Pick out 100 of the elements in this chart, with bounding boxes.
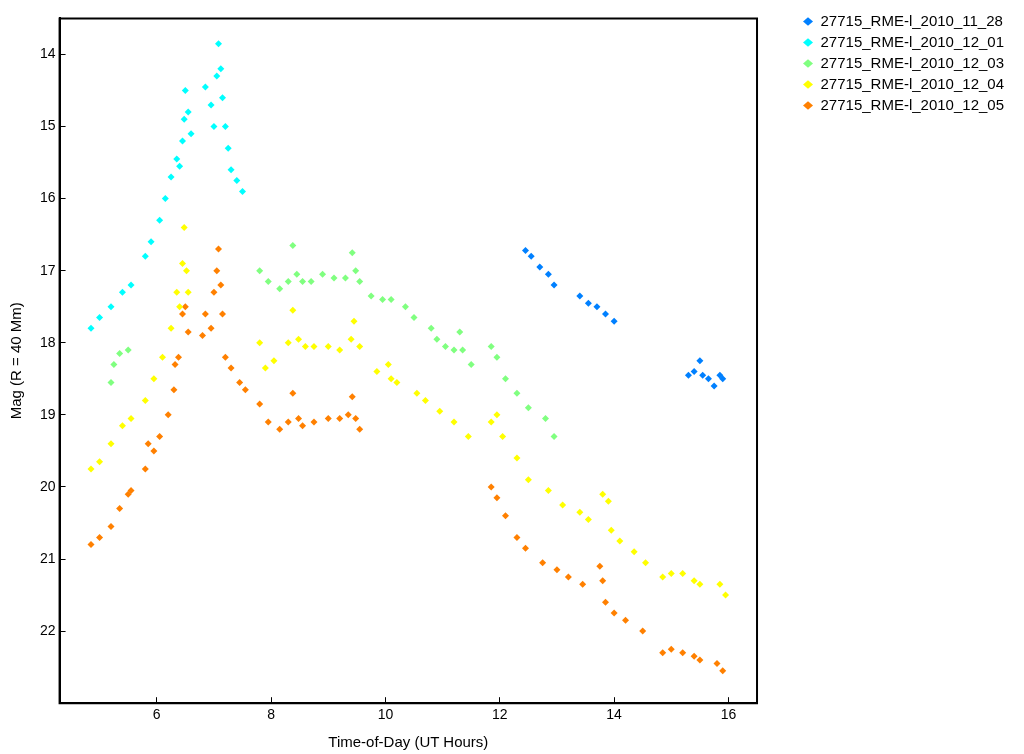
- point: [180, 223, 188, 231]
- point: [110, 360, 118, 368]
- point: [493, 411, 501, 419]
- point: [301, 342, 309, 350]
- point: [141, 396, 149, 404]
- point: [616, 537, 624, 545]
- point: [719, 375, 727, 383]
- point: [427, 324, 435, 332]
- x-tick-label: 14: [606, 706, 623, 723]
- point: [550, 281, 558, 289]
- legend-label: 27715_RME-l_2010_11_28: [820, 11, 1003, 29]
- point: [210, 123, 218, 131]
- y-tick-label: 20: [39, 477, 56, 494]
- y-tick-label: 21: [39, 549, 56, 566]
- point: [178, 137, 186, 145]
- point: [410, 314, 418, 322]
- y-tick-label: 18: [39, 333, 56, 350]
- legend-label: 27715_RME-l_2010_12_05: [820, 95, 1005, 113]
- point: [270, 357, 278, 365]
- point: [284, 278, 292, 286]
- y-tick-label: 16: [39, 189, 56, 206]
- point: [173, 288, 181, 296]
- point: [487, 418, 495, 426]
- point: [87, 465, 95, 473]
- y-tick-label: 17: [39, 261, 56, 278]
- point: [401, 303, 409, 311]
- point: [464, 432, 472, 440]
- point: [544, 270, 552, 278]
- point: [180, 115, 188, 123]
- point: [356, 278, 364, 286]
- point: [536, 263, 544, 271]
- point: [107, 303, 115, 311]
- point: [184, 108, 192, 116]
- point: [630, 548, 638, 556]
- point: [421, 396, 429, 404]
- point: [593, 303, 601, 311]
- point: [264, 278, 272, 286]
- point: [356, 342, 364, 350]
- point: [227, 166, 235, 174]
- point: [450, 346, 458, 354]
- point: [450, 418, 458, 426]
- y-tick-label: 19: [39, 405, 56, 422]
- point: [487, 342, 495, 350]
- point: [147, 238, 155, 246]
- legend-label: 27715_RME-l_2010_12_04: [820, 74, 1005, 92]
- x-tick-label: 12: [491, 706, 508, 723]
- point: [256, 339, 264, 347]
- point: [690, 368, 698, 376]
- point: [295, 335, 303, 343]
- point: [158, 353, 166, 361]
- point: [602, 310, 610, 318]
- point: [716, 580, 724, 588]
- point: [696, 357, 704, 365]
- point: [659, 573, 667, 581]
- y-axis-title: Mag (R = 40 Mm): [7, 302, 25, 420]
- point: [221, 123, 229, 131]
- point: [524, 404, 532, 412]
- point: [341, 274, 349, 282]
- point: [604, 497, 612, 505]
- point: [182, 267, 190, 275]
- point: [224, 144, 232, 152]
- point: [347, 335, 355, 343]
- point: [513, 389, 521, 397]
- point: [87, 324, 95, 332]
- point: [436, 407, 444, 415]
- point: [127, 281, 135, 289]
- point: [141, 252, 149, 260]
- point: [116, 350, 124, 358]
- point: [284, 339, 292, 347]
- point: [289, 306, 297, 314]
- point: [217, 65, 225, 73]
- point: [352, 267, 360, 275]
- point: [559, 501, 567, 509]
- point: [441, 342, 449, 350]
- point: [118, 288, 126, 296]
- point: [124, 346, 132, 354]
- point: [413, 389, 421, 397]
- point: [384, 360, 392, 368]
- point: [293, 270, 301, 278]
- point: [696, 580, 704, 588]
- point: [127, 414, 135, 422]
- point: [239, 187, 247, 195]
- y-tick-label: 22: [39, 621, 56, 638]
- point: [310, 342, 318, 350]
- point: [379, 296, 387, 304]
- point: [261, 364, 269, 372]
- point: [456, 328, 464, 336]
- point: [690, 577, 698, 585]
- point: [178, 259, 186, 267]
- point: [348, 249, 356, 257]
- point: [493, 353, 501, 361]
- legend-label: 27715_RME-l_2010_12_01: [820, 32, 1005, 50]
- point: [667, 569, 675, 577]
- point: [276, 285, 284, 293]
- point: [167, 324, 175, 332]
- point: [576, 508, 584, 516]
- point: [716, 371, 724, 379]
- point: [330, 274, 338, 282]
- point: [107, 440, 115, 448]
- point: [118, 422, 126, 430]
